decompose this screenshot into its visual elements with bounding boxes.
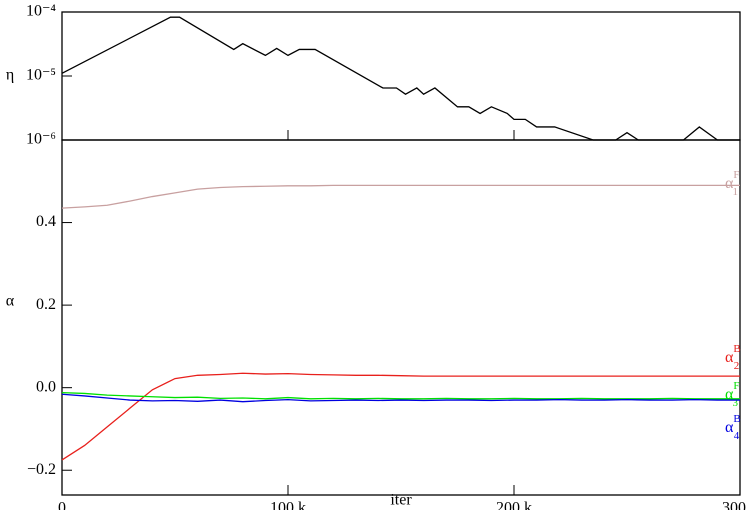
series-label-superscript: B [733,413,740,425]
series-label: αB 2 [725,343,741,372]
series-line [61,16,740,141]
y-axis-label: α [6,293,15,310]
x-axis-label: iter [390,492,412,509]
y-tick-label: 10⁻⁶ [26,131,56,148]
plot-frame [61,11,741,141]
plot-frame [61,139,741,496]
series-line [61,184,740,209]
x-tick-label: 0 [58,500,66,510]
series-label-subscript: 3 [733,397,739,409]
series-label-name: α [725,349,734,366]
series-label: αF 1 [725,169,740,198]
x-tick-label: 300 k [722,500,747,510]
series-label: αF 3 [725,380,740,409]
series-label-subscript: 4 [734,430,740,442]
series-label-superscript: B [733,343,740,355]
y-tick-label: 0.0 [36,378,56,395]
series-label: αB 4 [725,413,741,442]
series-line [61,391,740,400]
series-label-name: α [725,419,734,436]
series-line [61,372,740,461]
y-tick-label: 10⁻⁴ [26,3,56,20]
y-tick-label: 0.4 [36,213,56,230]
x-tick-label: 200 k [496,500,532,510]
series-label-superscript: F [733,380,739,392]
y-tick-label: −0.2 [27,461,56,478]
series-label-subscript: 1 [733,186,739,198]
series-label-subscript: 2 [734,360,740,372]
y-tick-label: 10⁻⁵ [26,67,56,84]
y-axis-label: η [6,67,14,84]
series-line [61,393,740,403]
series-label-name: α [725,175,734,192]
series-label-name: α [725,386,734,403]
y-tick-label: 0.2 [36,296,56,313]
series-label-superscript: F [733,169,739,181]
x-tick-label: 100 k [270,500,306,510]
